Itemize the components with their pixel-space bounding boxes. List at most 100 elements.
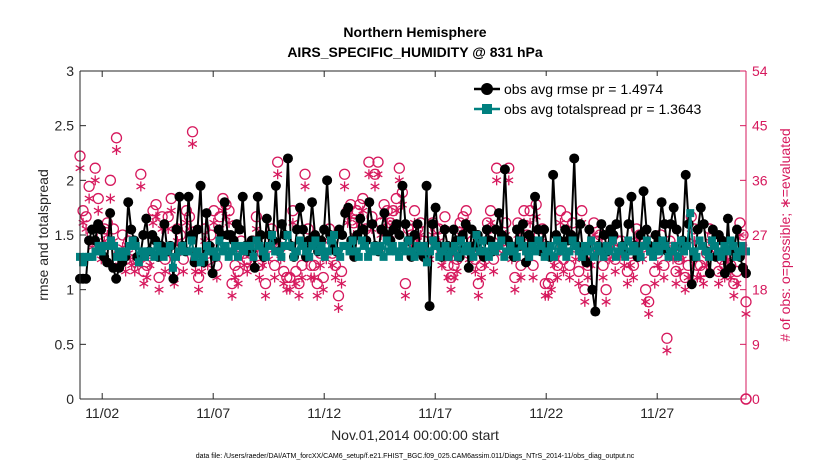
spread-point bbox=[680, 247, 689, 256]
spread-point bbox=[162, 247, 171, 256]
possible-obs-point bbox=[670, 265, 682, 278]
possible-obs-point bbox=[539, 277, 551, 290]
spread-point bbox=[289, 252, 298, 261]
rmse-point bbox=[207, 268, 218, 279]
evaluated-obs-point bbox=[145, 260, 155, 271]
possible-obs-point bbox=[460, 205, 472, 217]
spread-point bbox=[661, 241, 670, 250]
y2-tick-label: 0 bbox=[752, 391, 760, 407]
rmse-point bbox=[686, 279, 697, 290]
y-tick-label: 1 bbox=[66, 282, 74, 298]
evaluated-obs-point bbox=[111, 144, 122, 155]
evaluated-obs-point bbox=[628, 272, 639, 283]
legend: obs avg rmse pr = 1.4974 obs avg totalsp… bbox=[471, 76, 741, 122]
rmse-point bbox=[355, 213, 366, 224]
possible-obs-point bbox=[278, 265, 290, 278]
spread-point bbox=[367, 247, 376, 256]
rmse-point bbox=[623, 219, 634, 230]
evaluated-obs-point bbox=[641, 296, 651, 307]
spread-point bbox=[388, 241, 397, 250]
possible-obs-point bbox=[661, 332, 673, 344]
spread-point bbox=[233, 252, 242, 261]
evaluated-obs-point bbox=[452, 266, 462, 277]
evaluated-obs-point bbox=[227, 290, 237, 301]
spread-point bbox=[94, 241, 103, 250]
evaluated-obs-point bbox=[370, 181, 380, 192]
spread-point bbox=[113, 252, 122, 261]
spread-point bbox=[509, 247, 518, 256]
spread-point bbox=[698, 241, 707, 250]
spread-point bbox=[308, 241, 317, 250]
spread-point bbox=[249, 252, 258, 261]
possible-obs-point bbox=[639, 284, 652, 296]
spread-point bbox=[701, 247, 710, 256]
possible-obs-point bbox=[89, 162, 101, 174]
possible-obs-point bbox=[408, 205, 421, 217]
spread-point bbox=[141, 252, 150, 261]
rmse-point bbox=[626, 191, 637, 202]
rmse-point bbox=[219, 197, 230, 208]
y-tick-label: 0.5 bbox=[55, 336, 75, 352]
spread-point bbox=[125, 241, 134, 250]
spread-point bbox=[227, 247, 236, 256]
evaluated-obs-point bbox=[528, 272, 538, 283]
y-tick-label: 0 bbox=[66, 391, 74, 407]
possible-obs-point bbox=[335, 265, 348, 278]
chart-title: Northern Hemisphere bbox=[343, 24, 486, 40]
spread-point bbox=[280, 241, 289, 250]
spread-point bbox=[577, 252, 586, 261]
spread-point bbox=[364, 252, 373, 261]
rmse-point bbox=[192, 224, 203, 235]
evaluated-obs-point bbox=[653, 260, 663, 271]
spread-point bbox=[240, 247, 249, 256]
evaluated-obs-point bbox=[391, 205, 401, 216]
evaluated-obs-point bbox=[729, 290, 739, 301]
evaluated-obs-point bbox=[373, 169, 383, 180]
spread-point bbox=[608, 236, 617, 245]
evaluated-obs-point bbox=[154, 284, 164, 295]
evaluated-obs-point bbox=[644, 308, 654, 319]
spread-point bbox=[512, 252, 521, 261]
evaluated-obs-point bbox=[400, 290, 411, 301]
possible-obs-point bbox=[439, 211, 451, 223]
rmse-point bbox=[704, 268, 715, 279]
spread-point bbox=[704, 252, 713, 261]
spread-point bbox=[426, 247, 435, 256]
chart-marks bbox=[74, 126, 752, 405]
possible-obs-point bbox=[329, 259, 342, 272]
possible-obs-point bbox=[399, 277, 412, 290]
rmse-point bbox=[463, 262, 474, 273]
spread-point bbox=[506, 241, 515, 250]
spread-point bbox=[599, 252, 608, 261]
rmse-point bbox=[96, 224, 107, 235]
possible-obs-point bbox=[518, 205, 530, 217]
spread-point bbox=[574, 247, 583, 256]
rmse-point bbox=[638, 186, 649, 197]
spread-point bbox=[503, 247, 512, 256]
evaluated-obs-point bbox=[598, 272, 608, 283]
rmse-point bbox=[427, 219, 438, 230]
spread-point bbox=[147, 247, 156, 256]
evaluated-obs-point bbox=[300, 181, 310, 192]
rmse-point bbox=[587, 284, 598, 295]
rmse-point bbox=[358, 224, 369, 235]
x-tick-label: 11/07 bbox=[196, 405, 230, 421]
evaluated-obs-point bbox=[90, 175, 100, 186]
legend-rmse-marker bbox=[481, 83, 493, 95]
rmse-point bbox=[123, 197, 134, 208]
spread-point bbox=[379, 252, 388, 261]
spread-point bbox=[261, 252, 270, 261]
spread-point bbox=[683, 241, 692, 250]
spread-point bbox=[79, 258, 88, 267]
spread-point bbox=[196, 258, 205, 267]
spread-point bbox=[345, 247, 354, 256]
evaluated-obs-point bbox=[674, 266, 684, 277]
y-axis-label: rmse and totalspread bbox=[35, 169, 51, 301]
spread-point bbox=[475, 247, 484, 256]
evaluated-obs-point bbox=[166, 205, 176, 216]
rmse-point bbox=[126, 224, 137, 235]
spread-point bbox=[633, 247, 642, 256]
spread-point bbox=[652, 241, 661, 250]
possible-obs-point bbox=[180, 205, 193, 217]
y2-tick-label: 54 bbox=[752, 63, 768, 79]
